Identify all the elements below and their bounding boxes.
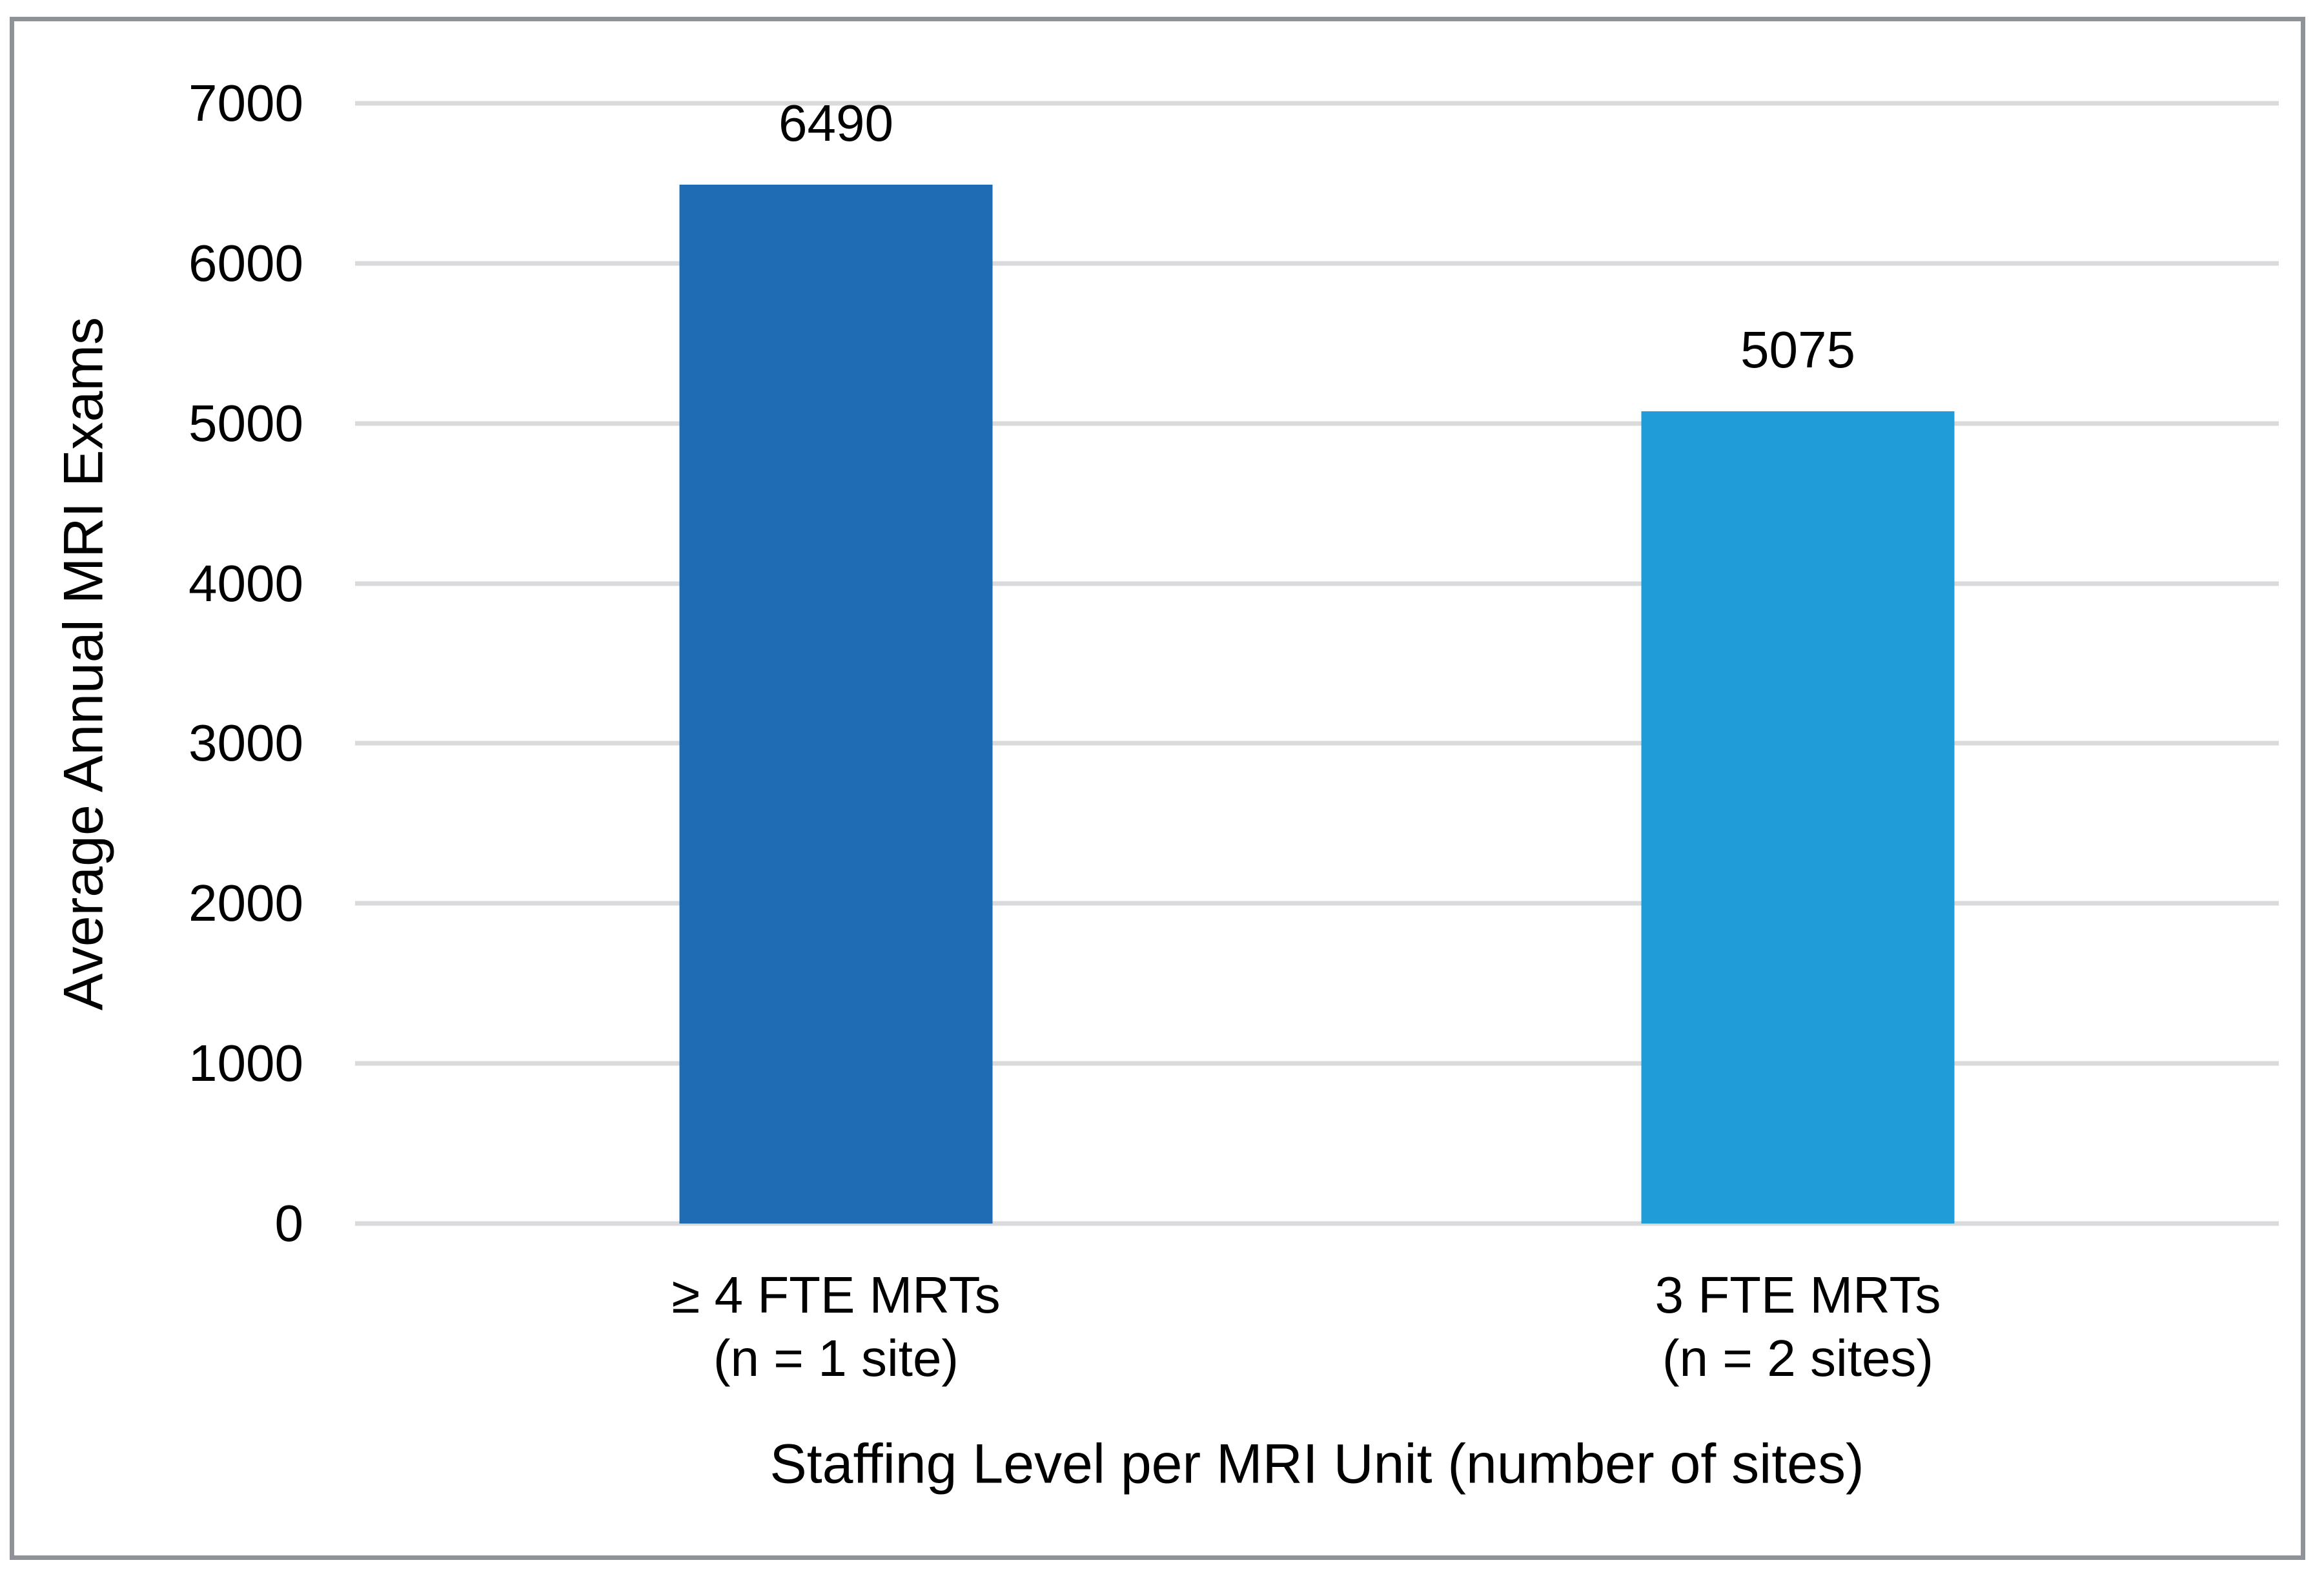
y-tick-label: 7000 <box>189 74 303 132</box>
bar-slot: 5075 3 FTE MRTs (n = 2 sites) <box>1317 103 2279 1387</box>
y-tick-label: 4000 <box>189 554 303 612</box>
gridline <box>355 1221 2279 1226</box>
y-tick-label: 2000 <box>189 874 303 932</box>
bar-value-label: 6490 <box>779 94 893 152</box>
gridline <box>355 901 2279 906</box>
gridline <box>355 1061 2279 1066</box>
x-category-label: 3 FTE MRTs (n = 2 sites) <box>1655 1264 1941 1389</box>
x-category-line1: ≥ 4 FTE MRTs <box>671 1266 1001 1324</box>
bar <box>679 185 993 1224</box>
y-tick-label: 5000 <box>189 394 303 452</box>
y-tick-label: 0 <box>274 1194 304 1252</box>
y-tick-label: 3000 <box>189 714 303 772</box>
x-category-line2: (n = 2 sites) <box>1662 1329 1934 1387</box>
bar <box>1641 411 1955 1224</box>
gridline <box>355 421 2279 426</box>
plot-area: 0 1000 2000 3000 4000 5000 6000 7000 6490 ≥ 4 FTE… <box>189 77 2279 1387</box>
gridline <box>355 261 2279 266</box>
gridline <box>355 581 2279 586</box>
y-axis-title: Average Annual MRI Exams <box>52 317 115 1010</box>
bar-value-label: 5075 <box>1740 321 1855 379</box>
x-category-line2: (n = 1 site) <box>713 1329 959 1387</box>
x-axis-title: Staffing Level per MRI Unit (number of s… <box>770 1433 1864 1495</box>
y-tick-label: 6000 <box>189 234 303 292</box>
bar-slot: 6490 ≥ 4 FTE MRTs (n = 1 site) <box>355 97 1317 1387</box>
gridline <box>355 101 2279 106</box>
x-category-label: ≥ 4 FTE MRTs (n = 1 site) <box>671 1264 1000 1389</box>
x-category-line1: 3 FTE MRTs <box>1655 1266 1941 1324</box>
gridline <box>355 741 2279 746</box>
y-tick-label: 1000 <box>189 1034 303 1092</box>
